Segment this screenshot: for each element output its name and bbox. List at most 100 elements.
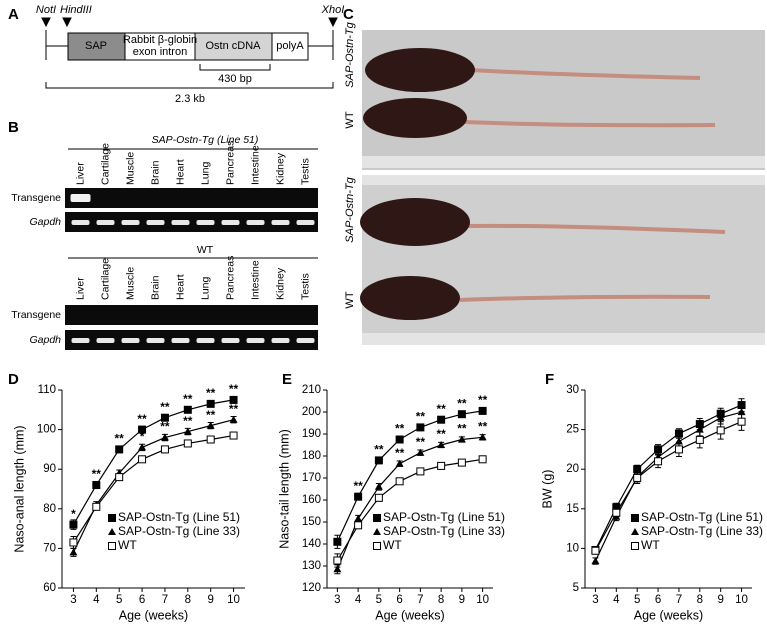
x-tick-label: 9: [459, 594, 465, 606]
legend-label: WT: [641, 538, 660, 552]
legend-marker: [631, 514, 639, 522]
x-tick-label: 10: [476, 594, 489, 606]
significance: **: [160, 420, 170, 434]
significance: **: [374, 443, 384, 457]
y-tick-label: 200: [302, 406, 321, 418]
lane-label: Kidney: [274, 152, 286, 185]
lane-label: Testis: [299, 158, 311, 185]
construct-element: polyA: [276, 40, 304, 52]
data-point: [229, 395, 238, 404]
gel-band: [196, 220, 215, 225]
significance: **: [183, 414, 193, 428]
data-point: [374, 482, 383, 490]
legend-label: SAP-Ostn-Tg (Line 33): [641, 524, 763, 538]
x-tick-label: 5: [634, 594, 640, 606]
series-line: [594, 411, 742, 562]
x-tick-label: 7: [162, 594, 168, 606]
lane-label: Pancreas: [224, 141, 236, 185]
photo-label: SAP-Ostn-Tg: [344, 176, 356, 242]
y-tick-label: 210: [302, 384, 321, 396]
restriction-site: XhoI: [321, 4, 345, 16]
ruler: [362, 175, 765, 185]
site-arrow: [328, 17, 338, 28]
data-point: [69, 520, 78, 529]
construct-element: Rabbit β-globin: [123, 34, 197, 46]
lane-label: Brain: [149, 275, 161, 300]
data-point: [457, 410, 466, 419]
gel-band: [196, 338, 215, 343]
significance: **: [478, 419, 488, 433]
data-point: [69, 548, 78, 556]
panel-label: B: [8, 119, 19, 136]
gel-band: [171, 338, 190, 343]
lane-label: Pancreas: [224, 256, 236, 300]
gel-band: [246, 220, 265, 225]
data-point: [633, 473, 642, 482]
data-point: [183, 427, 192, 435]
photo-label: WT: [344, 111, 356, 128]
significance: *: [71, 507, 76, 521]
x-tick-label: 9: [717, 594, 723, 606]
gel-band: [121, 338, 140, 343]
lane-label: Heart: [174, 159, 186, 185]
legend-label: SAP-Ostn-Tg (Line 33): [118, 524, 240, 538]
gel-band: [146, 338, 165, 343]
cdna-box: [194, 32, 273, 61]
y-tick-label: 25: [566, 424, 579, 436]
gel-band: [96, 220, 115, 225]
legend-label: SAP-Ostn-Tg (Line 51): [383, 510, 505, 524]
gel-strip: [65, 330, 318, 350]
data-point: [206, 399, 215, 408]
legend-marker: [631, 542, 639, 550]
legend-label: SAP-Ostn-Tg (Line 51): [118, 510, 240, 524]
significance: **: [115, 432, 125, 446]
tail: [459, 294, 711, 302]
data-point: [395, 477, 404, 486]
tail: [469, 68, 701, 80]
lane-label: Muscle: [124, 152, 136, 185]
lane-label: Heart: [174, 274, 186, 300]
significance: **: [160, 400, 170, 414]
significance: **: [206, 386, 216, 400]
legend-label: WT: [383, 538, 402, 552]
construct-element: Ostn cDNA: [205, 40, 261, 52]
lane-label: Liver: [74, 162, 86, 185]
legend-label: SAP-Ostn-Tg (Line 33): [383, 524, 505, 538]
x-tick-label: 5: [116, 594, 122, 606]
x-tick-label: 3: [70, 594, 76, 606]
polya-box: [271, 32, 309, 61]
data-point: [160, 413, 169, 422]
gel-band: [70, 194, 91, 202]
lane-label: Liver: [74, 277, 86, 300]
legend-marker: [108, 542, 116, 550]
legend-marker: [631, 528, 639, 535]
data-point: [354, 514, 363, 522]
construct-element: exon intron: [133, 46, 187, 58]
x-tick-label: 10: [735, 594, 748, 606]
data-point: [612, 508, 621, 517]
panel-label: F: [545, 371, 554, 388]
y-tick-label: 120: [302, 582, 321, 594]
significance: **: [229, 402, 239, 416]
data-point: [457, 458, 466, 467]
gel-band: [71, 338, 90, 343]
data-point: [591, 557, 600, 565]
significance: **: [206, 408, 216, 422]
data-point: [160, 445, 169, 454]
significance: *: [140, 430, 145, 444]
data-point: [229, 415, 238, 423]
data-point: [183, 405, 192, 414]
y-tick-label: 5: [573, 582, 579, 594]
lane-label: Lung: [199, 161, 211, 185]
lane-label: Cartilage: [99, 258, 111, 300]
x-tick-label: 7: [417, 594, 423, 606]
data-point: [92, 481, 101, 490]
data-point: [229, 431, 238, 440]
significance: **: [457, 396, 467, 410]
x-tick-label: 4: [613, 594, 620, 606]
y-tick-label: 180: [302, 450, 321, 462]
restriction-site: NotI: [36, 4, 56, 16]
panel-label: A: [8, 6, 19, 23]
data-point: [695, 435, 704, 444]
gel-band: [271, 220, 290, 225]
